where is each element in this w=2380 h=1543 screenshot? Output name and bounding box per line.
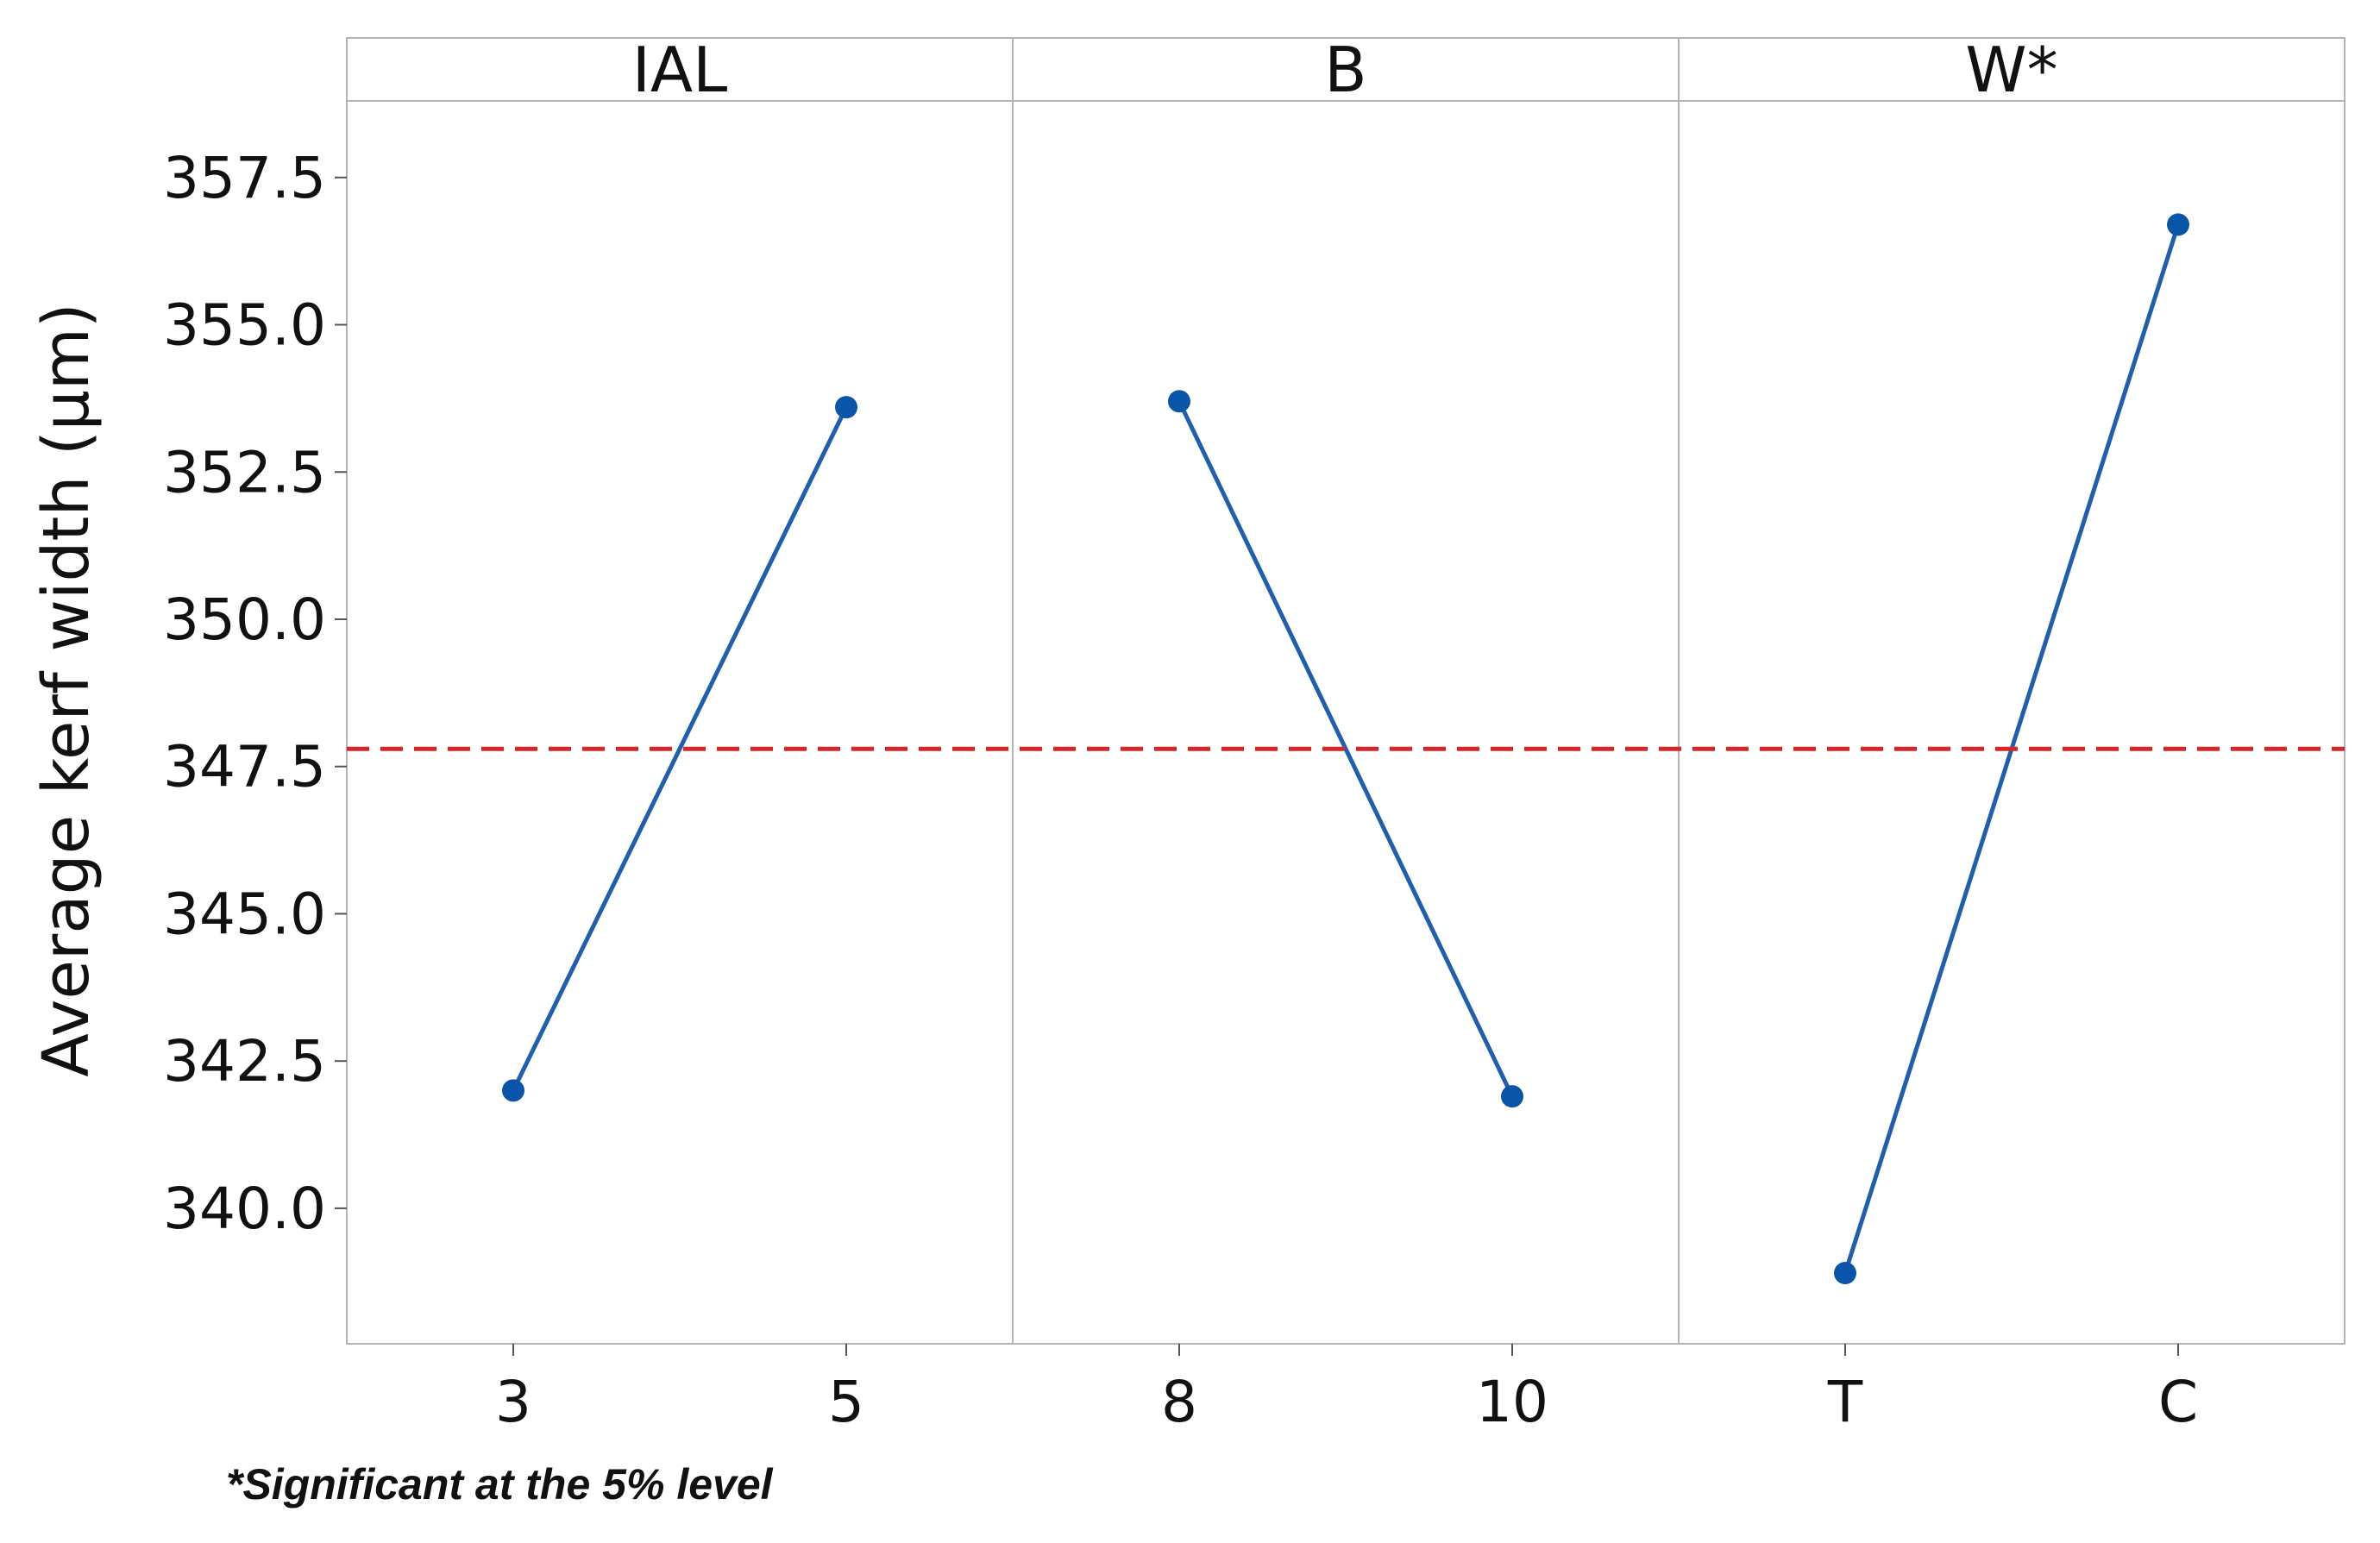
series-line (511, 406, 849, 1092)
series-line (1177, 400, 1515, 1098)
panel-title: B (1324, 34, 1366, 106)
x-tick-label: 10 (1476, 1369, 1548, 1435)
y-tick-label: 350.0 (163, 586, 326, 653)
x-tick-label: 8 (1161, 1369, 1197, 1435)
y-tick-label: 342.5 (163, 1028, 326, 1095)
y-tick-label: 345.0 (163, 881, 326, 947)
data-point (1168, 390, 1190, 413)
significance-footnote: *Significant at the 5% level (226, 1460, 774, 1509)
y-tick-label: 347.5 (163, 734, 326, 800)
y-tick-label: 340.0 (163, 1176, 326, 1242)
y-tick-label: 355.0 (163, 292, 326, 359)
plot-frame (346, 37, 2345, 1345)
x-tick-label: T (1827, 1369, 1863, 1435)
data-point (1501, 1085, 1523, 1108)
y-tick-label: 357.5 (163, 145, 326, 211)
x-tick-label: 5 (828, 1369, 864, 1435)
data-point (502, 1079, 524, 1102)
y-tick-label: 352.5 (163, 439, 326, 505)
x-tick-label: 3 (495, 1369, 531, 1435)
data-layer (347, 213, 2345, 1285)
data-point (835, 396, 857, 419)
axes-layer: 340.0 342.5 345.0 347.5 350.0 352.5 355.0 357.5… (163, 34, 2345, 1435)
y-axis-title: Average kerf width (μm) (29, 303, 104, 1077)
data-point (2167, 213, 2189, 236)
data-point (1834, 1262, 1856, 1285)
panel-title: IAL (632, 34, 728, 106)
panel-title: W* (1965, 34, 2057, 106)
x-tick-label: C (2158, 1369, 2198, 1435)
